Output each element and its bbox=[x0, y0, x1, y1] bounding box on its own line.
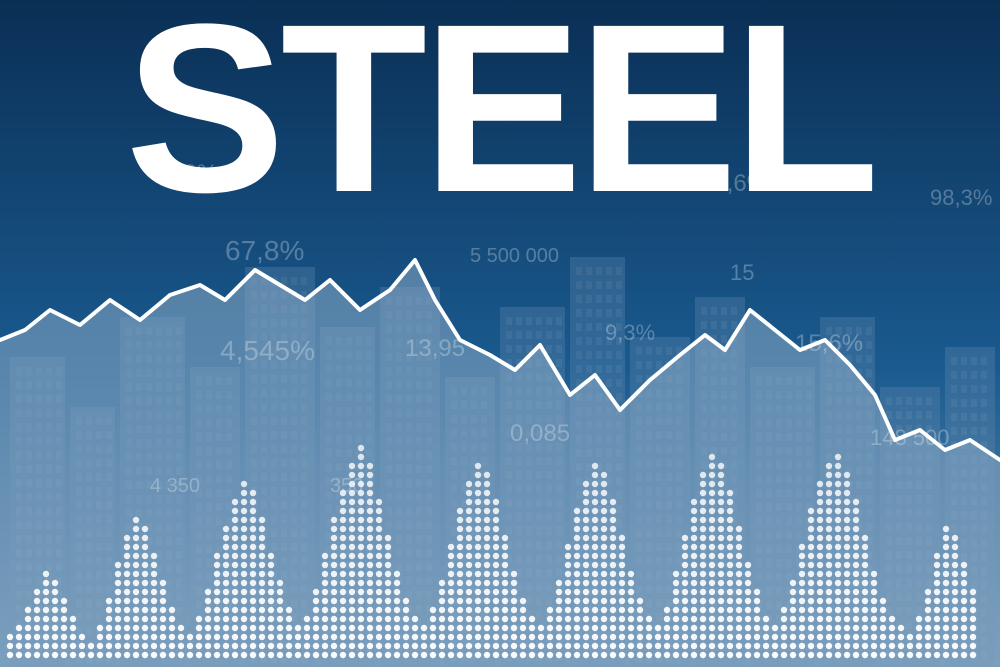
infographic-canvas: STEEL 82%15,6%98,3%67,8%5 500 000154,545… bbox=[0, 0, 1000, 667]
headline-title: STEEL bbox=[125, 0, 874, 246]
